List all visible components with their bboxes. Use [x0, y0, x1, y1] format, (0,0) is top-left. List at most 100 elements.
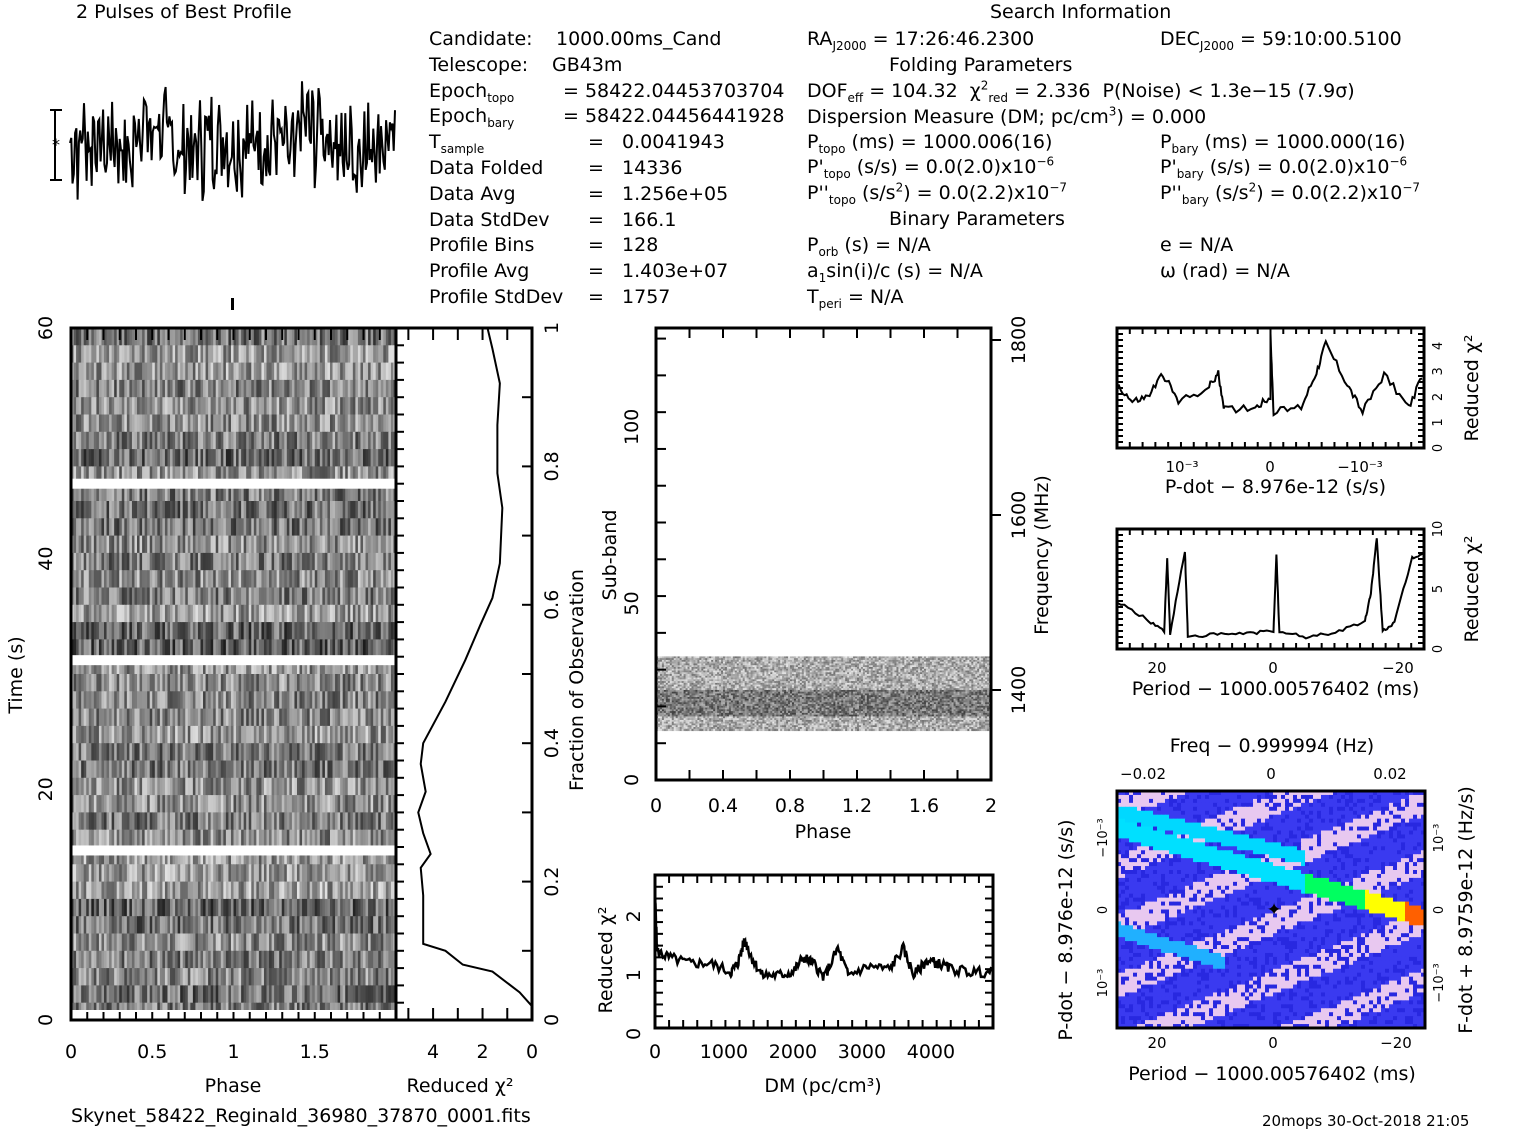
heatmap-cell: [139, 328, 143, 346]
heatmap-cell: [279, 328, 283, 346]
heatmap-cell: [296, 345, 301, 364]
heatmap-cell: [192, 362, 197, 381]
heatmap-cell: [78, 345, 82, 364]
heatmap-cell: [147, 362, 151, 381]
heatmap-cell: [106, 345, 110, 364]
heatmap-cell: [352, 328, 356, 346]
heatmap-cell: [190, 328, 194, 346]
heatmap-cell: [383, 345, 387, 364]
heatmap-cell: [144, 345, 148, 364]
heatmap-cell: [205, 345, 209, 364]
heatmap-cell: [164, 362, 169, 381]
heatmap-cell: [119, 362, 123, 381]
heatmap-cell: [365, 328, 369, 346]
info-value: = 58422.04453703704: [563, 79, 785, 102]
heatmap-cell: [157, 328, 161, 346]
heatmap-cell: [327, 345, 331, 364]
tperi-value: = N/A: [847, 286, 904, 308]
candidate-info-row: Profile Avg: [429, 262, 529, 281]
heatmap-cell: [142, 362, 146, 381]
heatmap-cell: [286, 328, 290, 346]
a1-value: sin(i)/c (s) = N/A: [826, 260, 983, 282]
info-value: = 1757: [588, 286, 671, 308]
heatmap-cell: [106, 328, 110, 346]
ecc-value: e = N/A: [1160, 234, 1234, 256]
heatmap-cell: [210, 328, 214, 346]
heatmap-cell: [274, 345, 278, 364]
heatmap-cell: [91, 345, 95, 364]
heatmap-cell: [261, 345, 265, 364]
heatmap-cell: [81, 345, 85, 364]
candidate-info-row: Data Folded: [429, 159, 543, 178]
heatmap-cell: [218, 362, 222, 381]
heatmap-cell: [131, 345, 136, 364]
heatmap-cell: [236, 328, 240, 346]
heatmap-cell: [355, 328, 359, 346]
heatmap-cell: [238, 345, 242, 364]
heatmap-cell: [152, 362, 156, 381]
info-value: = 166.1: [588, 208, 677, 231]
heatmap-cell: [197, 362, 202, 381]
heatmap-cell: [185, 362, 189, 381]
heatmap-cell: [246, 328, 250, 346]
ptopo-value: (ms) = 1000.006(16): [851, 131, 1053, 153]
heatmap-cell: [91, 362, 95, 381]
heatmap-cell: [185, 345, 189, 364]
omega-value: ω (rad) = N/A: [1160, 260, 1290, 282]
heatmap-cell: [335, 345, 339, 364]
heatmap-cell: [104, 362, 108, 381]
heatmap-cell: [203, 328, 207, 346]
heatmap-cell: [98, 328, 103, 346]
heatmap-cell: [243, 345, 247, 364]
heatmap-cell: [256, 345, 260, 364]
heatmap-cell: [340, 345, 344, 364]
heatmap-cell: [251, 345, 255, 364]
heatmap-cell: [223, 362, 227, 381]
heatmap-cell: [200, 328, 204, 346]
heatmap-cell: [182, 362, 186, 381]
info-label: Epoch: [429, 105, 488, 128]
heatmap-cell: [337, 328, 341, 346]
heatmap-cell: [98, 345, 103, 364]
heatmap-cell: [365, 345, 369, 364]
heatmap-cell: [258, 345, 263, 364]
heatmap-cell: [175, 328, 179, 346]
info-label: Profile Bins: [429, 234, 535, 257]
heatmap-cell: [286, 345, 290, 364]
heatmap-cell: [195, 328, 199, 346]
heatmap-cell: [126, 362, 130, 381]
heatmap-cell: [152, 345, 156, 364]
info-label: Profile Avg: [429, 260, 530, 283]
heatmap-cell: [205, 362, 209, 381]
heatmap-cell: [129, 362, 133, 381]
heatmap-cell: [274, 328, 278, 346]
info-label: Profile StdDev: [429, 286, 564, 308]
info-label: Epoch: [429, 79, 488, 102]
heatmap-cell: [291, 328, 296, 346]
heatmap-cell: [284, 345, 288, 364]
heatmap-cell: [302, 345, 306, 364]
heatmap-cell: [88, 345, 92, 364]
heatmap-cell: [154, 362, 158, 381]
heatmap-cell: [187, 362, 191, 381]
info-label: Telescope:: [429, 53, 529, 76]
dm-value: ) = 0.000: [1116, 106, 1207, 128]
heatmap-cell: [208, 345, 212, 364]
heatmap-cell: [149, 362, 153, 381]
dec-label: DEC: [1160, 28, 1200, 50]
heatmap-cell: [109, 362, 113, 381]
heatmap-cell: [276, 328, 280, 346]
heatmap-cell: [294, 328, 298, 346]
heatmap-cell: [177, 345, 181, 364]
heatmap-cell: [147, 328, 151, 346]
heatmap-cell: [220, 328, 224, 346]
heatmap-cell: [162, 328, 166, 346]
info-label: Data Folded: [429, 157, 544, 179]
heatmap-cell: [357, 328, 362, 346]
heatmap-cell: [329, 345, 334, 364]
heatmap-cell: [182, 345, 186, 364]
pdot-topo-value: (s/s) = 0.0(2.0)x10: [856, 156, 1037, 178]
heatmap-cell: [373, 328, 377, 346]
heatmap-cell: [152, 328, 156, 346]
heatmap-cell: [167, 345, 171, 364]
